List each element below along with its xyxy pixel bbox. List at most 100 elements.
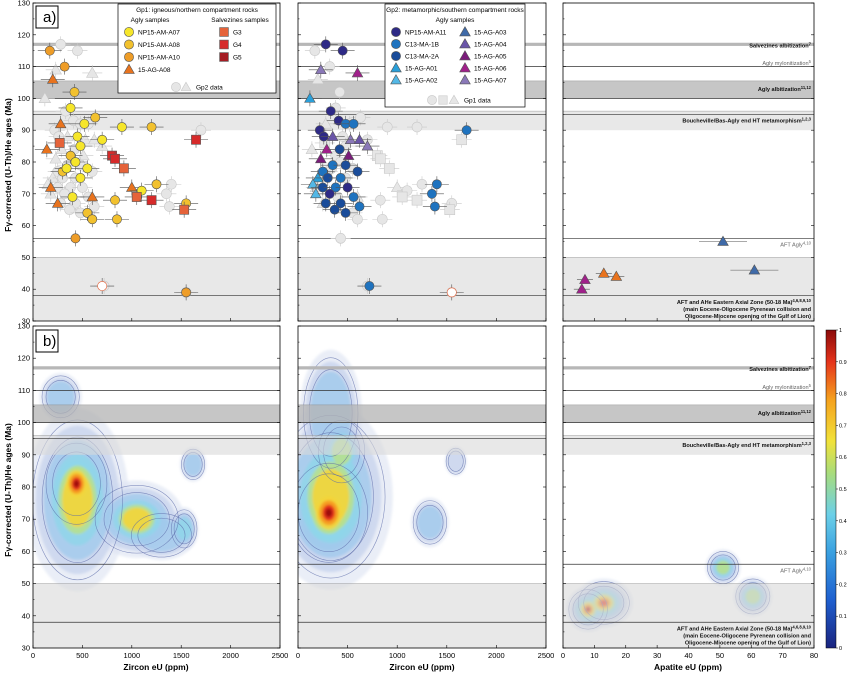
event-band-dark [563,404,814,423]
y-tick-label: 90 [22,450,30,459]
gp2-gray-point [38,92,52,104]
legend-gp2: Gp2: metamorphic/southern compartment ro… [384,3,526,108]
legend-gp2-agly-title: Agly samples [436,17,475,24]
event-label: Salvezines albitization7 [749,365,811,373]
kde-level [73,480,80,488]
legend-gp1-marker [123,63,135,74]
gp1-point [90,112,101,123]
gp1-point [181,287,192,298]
legend-gp2-label: 15-AG-A05 [474,54,507,61]
gp1-point [79,118,90,129]
gp1-point [70,233,81,244]
event-label-line: Oligocene-Miocene opening of the Gulf of… [685,641,811,647]
gp1-point [67,192,78,202]
event-label: Salvezines albitization7 [749,41,811,49]
gp2-group [298,36,479,301]
legend-gp1-other-marker [180,81,192,91]
legend-gp2-label: 15-AG-A02 [405,78,438,85]
colorbar-tick-label: 1 [839,328,842,334]
y-tick-label: 30 [22,317,30,326]
legend-gp1-label: G5 [233,55,242,62]
apatite-point [610,270,623,281]
gp1-point [54,117,67,129]
y-tick-label: 110 [18,62,30,71]
y-tick-label: 60 [22,547,30,556]
gp2-gray-point [79,133,92,145]
colorbar-tick-label: 0.7 [839,423,847,429]
x-tick-label: 70 [778,651,786,660]
y-tick-label: 50 [22,253,30,262]
colorbar-tick-label: 0.5 [839,487,847,493]
kde-contour [173,513,195,545]
legend-gp2-title: Gp2: metamorphic/southern compartment ro… [386,7,524,14]
x-tick-label: 50 [716,651,724,660]
gp1-point [87,214,98,225]
event-band-dark [298,366,546,370]
colorbar-tick-label: 0.9 [839,360,847,366]
gp1-gray-point [309,45,321,57]
gp2-point [304,92,316,103]
legend-gp2-marker [391,51,401,61]
event-band-dark [33,366,280,370]
x-tick-label: 500 [76,651,89,660]
event-label: AFT and AHe Eastern Axial Zone (50-18 Ma… [677,298,812,306]
gp1-point [112,214,122,225]
gp1-gray-point [355,112,366,123]
gp2-gray-point [72,45,83,57]
gp1-gray-point [311,72,325,84]
gp1-point [61,163,72,174]
kde-contour [131,513,192,558]
x-tick-label: 20 [622,651,630,660]
legend-gp1-marker [219,39,229,50]
gp1-point [41,143,53,154]
gp2-gray-point [55,39,66,50]
gp2-point [325,106,336,117]
gp1-point [54,138,65,148]
x-tick-label: 80 [810,651,818,660]
gp1-point [59,61,70,72]
event-label-sup: 11,12 [801,85,812,90]
gp2-point [348,118,359,129]
gp1-point [75,141,86,151]
event-label-line: (main Eocene-Oligocene Pyrenean collisio… [683,634,811,640]
x-tick-label: 2500 [538,651,555,660]
gp2-gray-point [88,201,100,212]
gp2-point [353,133,366,145]
kde-contour [171,509,198,549]
colorbar-tick-label: 0.4 [839,519,847,525]
panel-label-b: b) [43,333,56,350]
gp1-point [131,192,142,202]
y-tick-label: 130 [17,322,30,331]
event-label: Agly mylonitization5 [762,383,811,391]
gp2-point [461,125,472,136]
y-tick-label: 40 [22,611,30,620]
x-tick-label: 60 [747,651,755,660]
y-tick-label: 40 [22,285,30,294]
gp2-gray-point [86,66,99,78]
gp1-gray-point [381,121,393,133]
legend-gp2-marker [459,50,471,61]
event-band-dark [563,80,814,99]
kde-contour [710,554,736,581]
gp2-point [307,178,319,189]
gp1-gray-point [377,213,388,225]
gp2-point [340,160,351,171]
gp1-gray-point [444,204,456,215]
gp1-point [146,195,157,206]
gp2-gray-point [49,152,62,164]
event-label: Agly mylonitization5 [762,59,811,67]
x-axis-label-1: Zircon eU (ppm) [123,662,188,672]
x-tick-label: 0 [31,651,35,660]
legend-gp1-label: NP15-AM-A08 [138,42,180,49]
event-label: AFT and AHe Eastern Axial Zone (50-18 Ma… [677,625,812,633]
legend-gp1-other-marker [171,82,181,92]
gp1-gray-point [352,213,363,225]
y-axis-label-b: Fγ-corrected (U-Th)/He ages (Ma) [3,423,13,557]
legend-gp1-marker [124,39,134,50]
y-tick-label: 60 [22,221,30,230]
legend-gp2-other: Gp1 data [464,98,491,105]
event-label-line: (main Eocene-Oligocene Pyrenean collisio… [683,307,811,313]
gp1-point [51,197,64,208]
legend-gp2-marker [390,62,402,73]
